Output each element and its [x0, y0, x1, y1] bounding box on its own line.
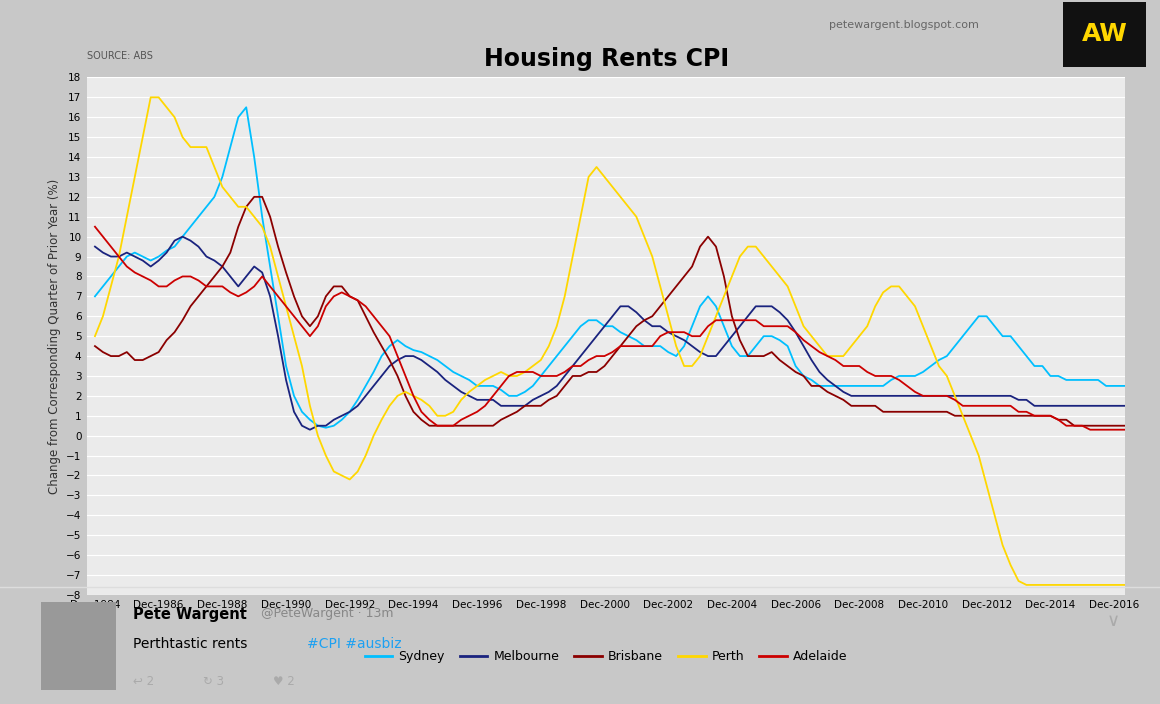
Line: Melbourne: Melbourne	[95, 237, 1138, 429]
Text: #CPI #ausbiz: #CPI #ausbiz	[307, 637, 403, 651]
Brisbane	[422, 422, 436, 430]
Perth	[1131, 581, 1145, 589]
Brisbane	[948, 412, 962, 420]
Adelaide	[1131, 425, 1145, 434]
Perth	[931, 362, 945, 370]
Sydney	[422, 352, 436, 360]
Sydney	[319, 424, 333, 432]
Melbourne	[303, 425, 317, 434]
Melbourne	[940, 391, 954, 400]
Text: Pete Wargent: Pete Wargent	[133, 607, 247, 622]
Sydney	[1131, 382, 1145, 390]
Brisbane	[216, 263, 230, 271]
Adelaide	[438, 422, 452, 430]
Perth	[224, 193, 238, 201]
Text: @PeteWargent · 13m: @PeteWargent · 13m	[261, 607, 393, 620]
Perth	[447, 408, 461, 416]
Adelaide	[175, 272, 189, 281]
Perth	[940, 372, 954, 380]
Adelaide	[925, 391, 938, 400]
Melbourne	[183, 237, 197, 245]
Adelaide	[406, 391, 420, 400]
Text: petewargent.blogspot.com: petewargent.blogspot.com	[829, 20, 979, 30]
Text: ∨: ∨	[1107, 612, 1121, 631]
Adelaide	[88, 222, 102, 231]
Melbourne	[175, 232, 189, 241]
Text: SOURCE: ABS: SOURCE: ABS	[87, 51, 153, 61]
Perth	[183, 143, 197, 151]
Perth	[144, 93, 158, 101]
Perth	[88, 332, 102, 340]
Brisbane	[455, 422, 469, 430]
Sydney	[455, 372, 469, 380]
Brisbane	[88, 342, 102, 351]
Text: ↻ 3: ↻ 3	[203, 675, 224, 688]
Melbourne	[455, 388, 469, 396]
Line: Adelaide: Adelaide	[95, 227, 1138, 429]
Y-axis label: Change from Corresponding Quarter of Prior Year (%): Change from Corresponding Quarter of Pri…	[48, 179, 60, 494]
Perth	[1020, 581, 1034, 589]
Brisbane	[1131, 422, 1145, 430]
Line: Perth: Perth	[95, 97, 1138, 585]
Brisbane	[940, 408, 954, 416]
Sydney	[88, 292, 102, 301]
Text: ♥ 2: ♥ 2	[273, 675, 295, 688]
Legend: Sydney, Melbourne, Brisbane, Perth, Adelaide: Sydney, Melbourne, Brisbane, Perth, Adel…	[360, 645, 853, 668]
Melbourne	[1131, 401, 1145, 410]
Brisbane	[414, 415, 428, 424]
Melbourne	[88, 242, 102, 251]
Perth	[414, 396, 428, 404]
Sydney	[940, 352, 954, 360]
Adelaide	[1083, 425, 1097, 434]
Text: Perthtastic rents: Perthtastic rents	[133, 637, 252, 651]
Line: Brisbane: Brisbane	[95, 197, 1138, 426]
Title: Housing Rents CPI: Housing Rents CPI	[484, 47, 728, 71]
Adelaide	[931, 391, 945, 400]
Adelaide	[216, 282, 230, 291]
Line: Sydney: Sydney	[95, 107, 1138, 428]
Sydney	[175, 232, 189, 241]
Text: ↩ 2: ↩ 2	[133, 675, 154, 688]
Sydney	[239, 103, 253, 111]
Melbourne	[224, 272, 238, 281]
Melbourne	[422, 362, 436, 370]
Text: AW: AW	[1081, 23, 1128, 46]
Sydney	[216, 172, 230, 181]
Brisbane	[247, 193, 261, 201]
Brisbane	[175, 316, 189, 325]
Sydney	[948, 342, 962, 351]
Melbourne	[948, 391, 962, 400]
